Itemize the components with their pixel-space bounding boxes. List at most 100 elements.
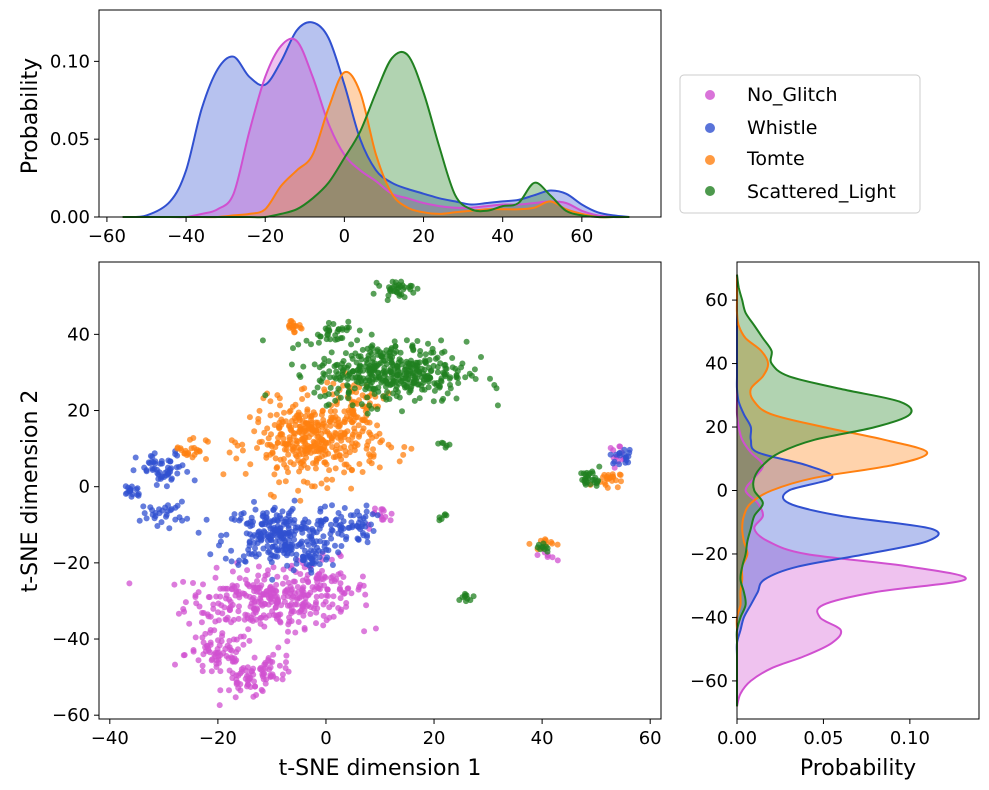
legend-marker-scattered-light bbox=[705, 186, 715, 196]
scatter-point-tomte bbox=[324, 428, 331, 435]
scatter-point-tomte bbox=[301, 385, 308, 392]
scatter-point-scattered-light bbox=[319, 375, 326, 382]
scatter-point-scattered-light bbox=[386, 396, 393, 402]
scatter-point-whistle bbox=[253, 553, 260, 560]
scatter-point-no-glitch bbox=[326, 614, 333, 621]
scatter-point-tomte bbox=[247, 461, 254, 468]
scatter-point-whistle bbox=[268, 551, 275, 558]
right-density-fill-scattered-light bbox=[736, 274, 912, 707]
scatter-point-whistle bbox=[159, 473, 166, 480]
scatter-point-tomte bbox=[332, 453, 339, 460]
scatter-point-whistle bbox=[231, 511, 238, 518]
scatter-point-no-glitch bbox=[323, 592, 330, 599]
scatter-point-tomte bbox=[331, 408, 338, 415]
right-density-fills bbox=[736, 274, 966, 707]
scatter-point-no-glitch bbox=[253, 692, 260, 698]
scatter-point-no-glitch bbox=[180, 652, 187, 659]
scatter-point-whistle bbox=[286, 518, 292, 525]
scatter-point-tomte bbox=[324, 485, 331, 492]
scatter-point-tomte bbox=[311, 439, 318, 446]
scatter-point-tomte bbox=[290, 430, 297, 436]
scatter-series-tomte bbox=[174, 318, 624, 553]
scatter-point-tomte bbox=[338, 432, 345, 439]
scatter-point-tomte bbox=[341, 469, 348, 476]
scatter-point-tomte bbox=[294, 438, 301, 445]
scatter-point-tomte bbox=[254, 445, 260, 451]
scatter-point-tomte bbox=[311, 424, 318, 431]
scatter-point-whistle bbox=[151, 515, 158, 522]
scatter-point-whistle bbox=[163, 483, 170, 490]
scatter-xtick-label: −40 bbox=[91, 728, 129, 749]
scatter-point-no-glitch bbox=[314, 605, 321, 612]
scatter-point-tomte bbox=[302, 445, 309, 452]
scatter-point-tomte bbox=[268, 443, 275, 450]
scatter-point-no-glitch bbox=[288, 600, 295, 607]
scatter-point-tomte bbox=[299, 396, 306, 402]
scatter-point-no-glitch bbox=[255, 563, 262, 570]
scatter-ytick-label: −20 bbox=[52, 553, 90, 574]
scatter-point-whistle bbox=[158, 519, 165, 526]
scatter-point-no-glitch bbox=[549, 554, 556, 561]
scatter-point-tomte bbox=[319, 436, 326, 443]
scatter-point-tomte bbox=[203, 456, 209, 462]
scatter-axes-frame bbox=[98, 261, 662, 720]
scatter-point-scattered-light bbox=[459, 360, 466, 367]
scatter-point-scattered-light bbox=[384, 388, 391, 395]
scatter-point-tomte bbox=[298, 464, 305, 471]
scatter-point-scattered-light bbox=[394, 372, 401, 379]
scatter-point-scattered-light bbox=[388, 357, 395, 364]
scatter-point-whistle bbox=[335, 530, 342, 537]
scatter-point-whistle bbox=[154, 523, 161, 529]
legend-box bbox=[679, 74, 921, 214]
scatter-point-tomte bbox=[239, 447, 246, 454]
scatter-point-no-glitch bbox=[300, 603, 307, 610]
scatter-point-tomte bbox=[549, 540, 556, 547]
scatter-point-tomte bbox=[267, 412, 274, 419]
scatter-point-tomte bbox=[187, 436, 193, 443]
scatter-point-whistle bbox=[302, 516, 309, 523]
scatter-point-scattered-light bbox=[362, 363, 369, 370]
scatter-point-whistle bbox=[168, 465, 175, 472]
scatter-point-whistle bbox=[323, 556, 330, 563]
scatter-point-no-glitch bbox=[265, 567, 271, 574]
top-xtick-label: −20 bbox=[246, 226, 284, 247]
scatter-point-scattered-light bbox=[453, 395, 460, 402]
scatter-point-scattered-light bbox=[321, 355, 328, 362]
scatter-point-no-glitch bbox=[292, 629, 299, 636]
scatter-point-no-glitch bbox=[236, 603, 242, 610]
scatter-point-tomte bbox=[276, 424, 283, 431]
scatter-point-no-glitch bbox=[331, 578, 338, 584]
scatter-point-no-glitch bbox=[234, 679, 241, 686]
scatter-point-tomte bbox=[286, 436, 293, 443]
scatter-point-scattered-light bbox=[444, 390, 451, 397]
scatter-point-whistle bbox=[332, 542, 338, 549]
scatter-point-scattered-light bbox=[455, 380, 462, 387]
scatter-point-tomte bbox=[329, 444, 336, 450]
scatter-point-tomte bbox=[385, 441, 392, 448]
scatter-point-whistle bbox=[158, 458, 165, 464]
scatter-point-whistle bbox=[243, 520, 250, 527]
scatter-point-tomte bbox=[315, 427, 322, 434]
legend-marker-tomte bbox=[705, 155, 715, 165]
scatter-point-whistle bbox=[246, 542, 253, 549]
scatter-point-scattered-light bbox=[449, 355, 456, 361]
scatter-point-whistle bbox=[163, 513, 169, 520]
scatter-point-whistle bbox=[345, 524, 352, 531]
scatter-point-scattered-light bbox=[453, 372, 460, 378]
scatter-point-whistle bbox=[173, 464, 180, 471]
right-x-ticks: 0.00 0.05 0.10 bbox=[717, 719, 930, 749]
scatter-point-scattered-light bbox=[430, 398, 437, 405]
scatter-point-tomte bbox=[274, 439, 281, 446]
scatter-point-whistle bbox=[251, 539, 257, 546]
scatter-point-tomte bbox=[220, 471, 227, 478]
scatter-point-no-glitch bbox=[305, 592, 312, 598]
scatter-point-whistle bbox=[249, 522, 256, 529]
scatter-point-whistle bbox=[299, 543, 306, 550]
scatter-point-tomte bbox=[320, 417, 327, 423]
scatter-point-tomte bbox=[349, 434, 356, 441]
scatter-point-tomte bbox=[311, 483, 318, 490]
scatter-series-no-glitch bbox=[126, 443, 627, 709]
scatter-point-whistle bbox=[355, 536, 362, 543]
scatter-point-scattered-light bbox=[343, 327, 350, 334]
scatter-point-scattered-light bbox=[327, 384, 334, 391]
